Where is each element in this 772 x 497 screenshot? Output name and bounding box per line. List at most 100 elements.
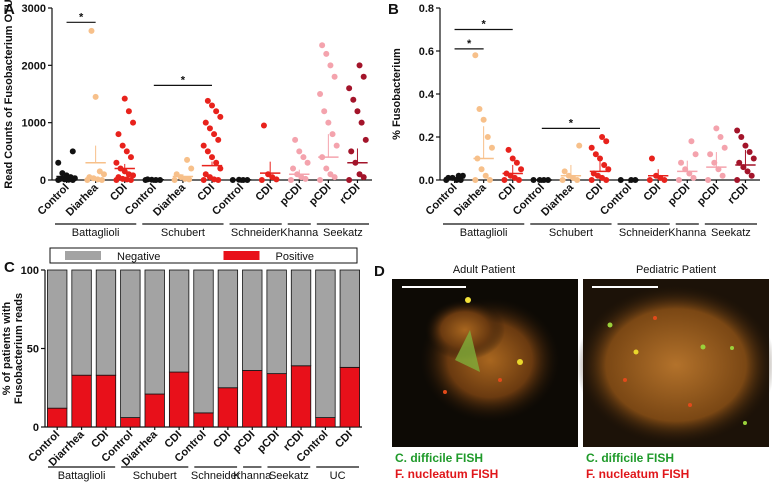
group-label: Schneider (191, 470, 241, 482)
panel-label: D (374, 263, 385, 280)
x-tick-label: CDI (108, 182, 130, 204)
data-point (734, 127, 741, 134)
data-point (213, 159, 220, 166)
data-point (719, 172, 726, 179)
bar-segment (315, 417, 336, 428)
bar-segment (242, 370, 263, 428)
bar-segment (144, 269, 165, 395)
bar-segment (217, 387, 239, 428)
significance-label: * (181, 74, 186, 86)
data-point (184, 156, 191, 163)
data-point (509, 155, 516, 162)
y-tick-label: 0.0 (419, 175, 434, 187)
data-point (721, 144, 728, 151)
data-point (597, 155, 603, 162)
data-point (327, 171, 334, 178)
data-point (202, 119, 209, 126)
legend-label: Positive (276, 251, 315, 263)
micrograph (392, 279, 578, 447)
data-point (323, 165, 330, 172)
x-tick-label: pCDI (231, 429, 258, 456)
data-point (348, 148, 355, 155)
group-label: Battaglioli (460, 227, 508, 239)
data-point (171, 177, 178, 183)
data-point (484, 134, 491, 140)
micrograph (576, 279, 772, 447)
significance-label: * (79, 11, 84, 23)
legend-swatch (65, 251, 101, 260)
image-title: Adult Patient (453, 264, 515, 276)
data-point (292, 136, 299, 143)
x-tick-label: pCDI (307, 182, 334, 209)
group-label: Battaglioli (72, 227, 120, 239)
data-point (209, 154, 215, 161)
group-label: Schneider (619, 227, 669, 239)
group-label: Schubert (133, 470, 177, 482)
data-point (92, 93, 99, 100)
x-tick-label: CDI (195, 182, 217, 204)
data-point (69, 148, 76, 155)
data-point (346, 85, 353, 92)
x-tick-label: pCDI (255, 429, 282, 456)
y-tick-label: 0.6 (419, 46, 434, 58)
data-point (478, 166, 485, 173)
legend-label: Negative (117, 251, 160, 263)
significance-label: * (569, 117, 574, 129)
data-point (734, 177, 741, 183)
data-point (675, 177, 682, 183)
data-point (480, 116, 487, 123)
data-point (113, 159, 120, 166)
y-tick-label: 0.8 (419, 3, 434, 15)
data-point (317, 177, 324, 183)
bar-segment (290, 269, 312, 367)
data-point (750, 155, 757, 162)
group-label: Schubert (549, 227, 593, 239)
group-label: Seekatz (269, 470, 309, 482)
data-point (742, 142, 749, 149)
data-point (346, 177, 353, 183)
data-point (518, 166, 525, 173)
x-tick-label: Diarhea (452, 181, 490, 219)
x-tick-label: Control (210, 182, 246, 218)
bar-segment (71, 374, 92, 428)
data-point (96, 168, 103, 175)
group-label: Khanna (668, 227, 707, 239)
data-point (711, 159, 718, 166)
data-point (356, 171, 363, 178)
data-point (304, 159, 311, 166)
data-point (592, 151, 599, 158)
data-point (300, 154, 307, 161)
data-point (211, 131, 218, 138)
data-point (505, 146, 512, 153)
data-point (258, 177, 265, 183)
x-tick-label: rCDI (726, 182, 751, 207)
data-point (204, 97, 211, 104)
data-point (217, 165, 224, 172)
group-label: Schneider (231, 227, 281, 239)
x-tick-label: CDI (253, 182, 275, 204)
data-point (204, 148, 211, 155)
group-label: Seekatz (711, 227, 751, 239)
data-point (173, 171, 180, 178)
y-tick-label: 0 (40, 175, 46, 187)
caption-red: F. nucleatum FISH (395, 467, 498, 481)
data-point (125, 108, 132, 115)
bar-segment (95, 374, 117, 428)
bar-segment (120, 417, 141, 428)
bar-segment (242, 269, 263, 371)
data-point (486, 177, 493, 183)
data-point (215, 136, 222, 143)
data-point (260, 122, 267, 129)
data-point (690, 174, 697, 181)
x-tick-label: Diarhea (64, 181, 102, 219)
x-tick-label: CDI (333, 429, 355, 451)
bar-segment (339, 366, 360, 428)
bar-segment (193, 269, 214, 414)
data-point (601, 161, 608, 168)
data-point (130, 119, 137, 126)
significance-label: * (481, 19, 486, 31)
data-point (576, 142, 583, 149)
bar-segment (144, 393, 165, 428)
y-tick-label: 3000 (22, 3, 46, 15)
